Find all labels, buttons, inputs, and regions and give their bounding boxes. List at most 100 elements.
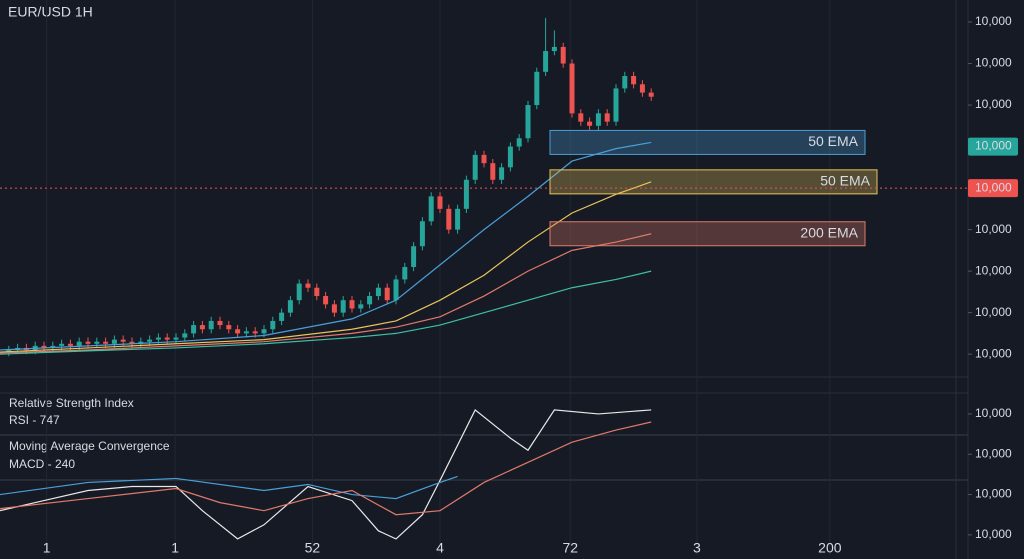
candle-body bbox=[560, 46, 566, 64]
indicator-line bbox=[0, 421, 652, 516]
legend-box bbox=[549, 221, 866, 247]
x-tick-label: 72 bbox=[562, 540, 578, 556]
candle-body bbox=[41, 345, 47, 348]
legend-box bbox=[549, 169, 878, 195]
annotation: Moving Average Convergence bbox=[9, 439, 170, 453]
candle-body bbox=[323, 296, 329, 305]
candle-body bbox=[639, 84, 645, 93]
candle-body bbox=[578, 113, 584, 122]
indicator-line bbox=[0, 141, 652, 351]
price-tag-label: 10,000 bbox=[975, 180, 1012, 194]
candle-body bbox=[138, 341, 144, 344]
y-tick-label: 10,000 bbox=[975, 56, 1012, 70]
legend-label: 50 EMA bbox=[808, 133, 858, 149]
y-tick-label: 10,000 bbox=[975, 406, 1012, 420]
candle-body bbox=[340, 300, 346, 313]
candle-body bbox=[367, 296, 373, 305]
y-tick-label: 10,000 bbox=[975, 487, 1012, 501]
legend-label: 50 EMA bbox=[820, 173, 870, 189]
candle-body bbox=[76, 341, 82, 346]
candle-body bbox=[472, 154, 478, 180]
x-tick-label: 52 bbox=[305, 540, 321, 556]
candle-body bbox=[331, 304, 337, 313]
candle-body bbox=[463, 179, 469, 209]
candle-body bbox=[419, 221, 425, 247]
candle-body bbox=[375, 287, 381, 297]
candle-body bbox=[481, 154, 487, 164]
chart-title: EUR/USD 1H bbox=[8, 4, 93, 20]
candle-body bbox=[120, 339, 126, 342]
candle-body bbox=[67, 343, 73, 346]
candle-body bbox=[525, 105, 531, 139]
indicator-line bbox=[0, 270, 652, 355]
candle-body bbox=[217, 320, 223, 326]
candle-body bbox=[314, 287, 320, 297]
x-tick-label: 200 bbox=[818, 540, 842, 556]
y-tick-label: 10,000 bbox=[975, 14, 1012, 28]
candle-body bbox=[85, 341, 91, 344]
y-tick-label: 10,000 bbox=[975, 446, 1012, 460]
candle-body bbox=[305, 283, 311, 288]
candle-body bbox=[261, 329, 267, 334]
y-tick-label: 10,000 bbox=[975, 346, 1012, 360]
candle-body bbox=[384, 287, 390, 301]
candle-body bbox=[155, 337, 161, 340]
panel-subtitle: RSI - 747 bbox=[9, 413, 60, 427]
candle-body bbox=[595, 113, 601, 126]
candle-body bbox=[226, 325, 232, 330]
price-tag-label: 10,000 bbox=[975, 139, 1012, 153]
candle-body bbox=[208, 320, 214, 330]
candle-body bbox=[587, 121, 593, 126]
candle-body bbox=[358, 304, 364, 309]
candle-body bbox=[235, 329, 241, 334]
y-tick-label: 10,000 bbox=[975, 305, 1012, 319]
y-tick-label: 10,000 bbox=[975, 263, 1012, 277]
price-tag bbox=[968, 179, 1018, 198]
candle-body bbox=[349, 300, 355, 309]
candle-body bbox=[243, 331, 249, 334]
indicator-line bbox=[0, 181, 652, 353]
candle-body bbox=[103, 341, 109, 344]
y-tick-label: 10,000 bbox=[975, 527, 1012, 541]
candle-body bbox=[191, 325, 197, 334]
indicator-line bbox=[0, 408, 652, 540]
candle-body bbox=[147, 339, 153, 342]
annotation: MACD - 240 bbox=[9, 457, 75, 471]
candle-body bbox=[50, 345, 56, 348]
candle-body bbox=[534, 71, 540, 106]
candle-body bbox=[270, 320, 276, 330]
candle-body bbox=[59, 343, 65, 346]
y-tick-label: 10,000 bbox=[975, 97, 1012, 111]
legend-box bbox=[549, 129, 866, 155]
candle-body bbox=[411, 246, 417, 267]
candle-body bbox=[516, 138, 522, 147]
candle-body bbox=[129, 341, 135, 344]
price-tag bbox=[968, 137, 1018, 156]
candle-body bbox=[446, 208, 452, 230]
candle-body bbox=[173, 337, 179, 340]
candle-body bbox=[199, 325, 205, 330]
candle-body bbox=[164, 337, 170, 340]
candle-body bbox=[490, 163, 496, 180]
candle-body bbox=[551, 46, 557, 52]
candle-body bbox=[613, 88, 619, 122]
candle-body bbox=[252, 331, 258, 334]
candle-body bbox=[94, 341, 100, 344]
candle-body bbox=[287, 300, 293, 313]
candle-body bbox=[543, 51, 549, 72]
x-tick-label: 3 bbox=[693, 540, 701, 556]
candle-body bbox=[6, 350, 12, 353]
x-tick-label: 1 bbox=[43, 540, 51, 556]
candle-body bbox=[279, 312, 285, 321]
candle-body bbox=[296, 283, 302, 301]
candle-body bbox=[455, 208, 461, 230]
y-tick-label: 10,000 bbox=[975, 222, 1012, 236]
candle-body bbox=[569, 63, 575, 114]
candle-body bbox=[604, 113, 610, 122]
indicator-line bbox=[0, 233, 652, 354]
x-tick-label: 4 bbox=[436, 540, 444, 556]
candle-body bbox=[111, 339, 117, 344]
candle-body bbox=[402, 266, 408, 280]
